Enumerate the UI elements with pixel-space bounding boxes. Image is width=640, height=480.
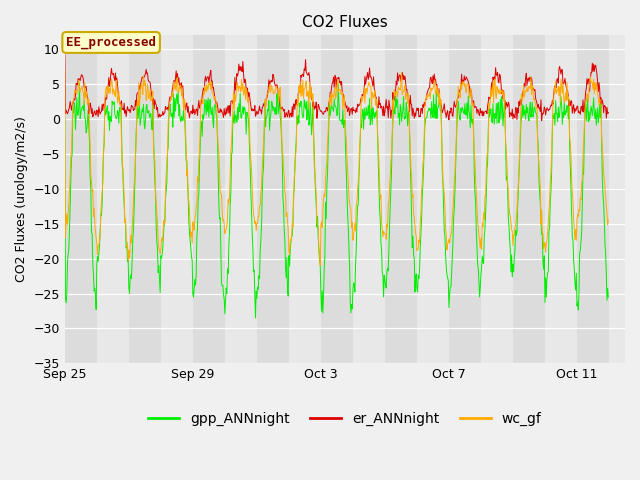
Bar: [353, 36, 385, 363]
Bar: [289, 36, 321, 363]
Legend: gpp_ANNnight, er_ANNnight, wc_gf: gpp_ANNnight, er_ANNnight, wc_gf: [143, 407, 547, 432]
Bar: [545, 36, 577, 363]
Bar: [257, 36, 289, 363]
Bar: [513, 36, 545, 363]
Bar: [481, 36, 513, 363]
Y-axis label: CO2 Fluxes (urology/m2/s): CO2 Fluxes (urology/m2/s): [15, 117, 28, 282]
Bar: [225, 36, 257, 363]
Bar: [449, 36, 481, 363]
Bar: [417, 36, 449, 363]
Text: EE_processed: EE_processed: [66, 36, 156, 49]
Bar: [385, 36, 417, 363]
Bar: [321, 36, 353, 363]
Bar: [129, 36, 161, 363]
Bar: [161, 36, 193, 363]
Bar: [97, 36, 129, 363]
Bar: [577, 36, 609, 363]
Title: CO2 Fluxes: CO2 Fluxes: [302, 15, 388, 30]
Bar: [65, 36, 97, 363]
Bar: [609, 36, 640, 363]
Bar: [193, 36, 225, 363]
